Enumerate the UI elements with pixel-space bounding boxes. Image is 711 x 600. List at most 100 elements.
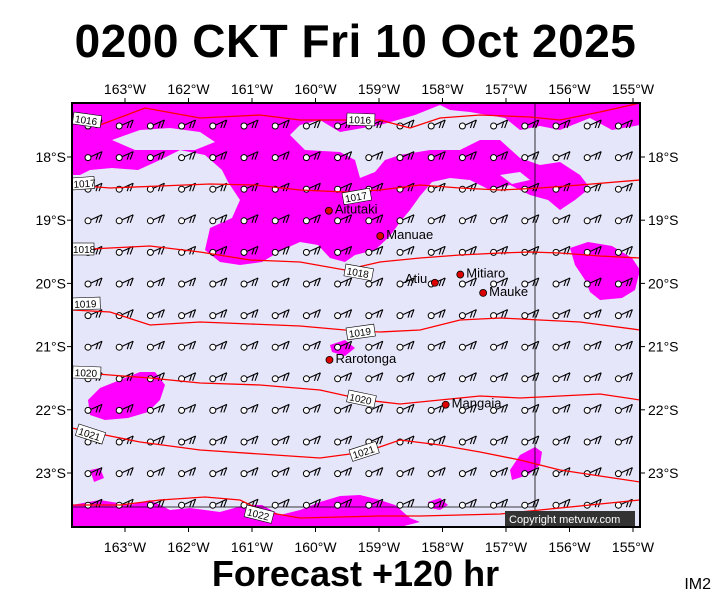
wind-barb [302,309,321,320]
wind-barb [84,340,103,351]
lat-label-right: 22°S [648,402,679,418]
place-mitiaro: Mitiaro [456,266,505,281]
wind-barb [614,340,633,351]
wind-barb [84,309,103,320]
lon-label-bottom: 158°W [421,539,464,555]
wind-barb [115,467,134,478]
wind-barb [365,245,384,256]
wind-barb [240,119,259,130]
wind-barb [146,309,165,320]
wind-barb [396,151,415,162]
wind-barb [490,435,509,446]
wind-barb [146,467,165,478]
wind-barb [271,119,290,130]
place-atiu: Atiu [405,271,439,287]
wind-barb [521,498,540,509]
lat-label-left: 22°S [35,402,66,418]
place-label: Mitiaro [466,266,505,281]
wind-barb [396,403,415,414]
wind-barb [458,403,477,414]
wind-barb [240,309,259,320]
lon-label-bottom: 162°W [167,539,210,555]
place-markers: Aitutaki Manuae Mitiaro Atiu Mauke Rarotonga M… [324,202,528,411]
place-label: Rarotonga [335,351,396,366]
wind-barb [552,340,571,351]
wind-barb [521,403,540,414]
wind-barb [146,119,165,130]
place-label: Aitutaki [335,202,378,217]
wind-barb [334,245,353,256]
wind-barb [458,340,477,351]
latitude-labels-right: 18°S 19°S 20°S 21°S 22°S 23°S [648,149,679,481]
place-label: Mauke [489,284,528,299]
lon-label-top: 163°W [104,81,147,97]
wind-barb [146,214,165,225]
wind-barb [614,403,633,414]
wind-barb [240,277,259,288]
rain-region-west [88,372,165,420]
isobar-1022 [72,496,641,519]
wind-barb [583,119,602,130]
wind-barb [209,214,228,225]
wind-barb [552,309,571,320]
lon-label-bottom: 161°W [231,539,274,555]
wind-barb [552,372,571,383]
wind-barb [271,309,290,320]
wind-barb [521,467,540,478]
wind-barb [209,498,228,509]
wind-barb [84,151,103,162]
wind-barb [240,340,259,351]
wind-barb [271,467,290,478]
isobar-label: 1016 [349,115,372,127]
wind-barb [614,182,633,193]
wind-barb [271,151,290,162]
wind-barb [209,403,228,414]
lat-label-left: 23°S [35,465,66,481]
rain-gap-3 [500,172,530,184]
lat-label-left: 19°S [35,212,66,228]
wind-barb [240,214,259,225]
wind-barb [427,119,446,130]
isobars [71,102,641,519]
wind-barb [458,435,477,446]
wind-barb [209,119,228,130]
wind-barb [240,435,259,446]
wind-barb [583,372,602,383]
wind-barb [115,119,134,130]
isobar-label: 1022 [246,507,271,523]
wind-barb [209,340,228,351]
wind-barb [271,245,290,256]
wind-barb [583,182,602,193]
wind-barb [583,214,602,225]
wind-barb [490,340,509,351]
wind-barb [552,214,571,225]
wind-barb [458,214,477,225]
wind-barb [396,309,415,320]
wind-barb [271,403,290,414]
wind-barb [458,119,477,130]
place-marker [430,278,439,287]
wind-barb [302,498,321,509]
wind-barb [583,340,602,351]
wind-barb [583,309,602,320]
wind-barb [334,403,353,414]
wind-barb [521,372,540,383]
wind-barb [521,151,540,162]
wind-barb [396,498,415,509]
wind-barb [271,498,290,509]
wind-barb [178,498,197,509]
place-label: Mangaia [452,396,503,411]
wind-barb [115,151,134,162]
wind-barb [365,309,384,320]
wind-barb [396,340,415,351]
wind-barb [84,214,103,225]
wind-barb [240,372,259,383]
place-marker [324,206,333,215]
wind-barb [552,277,571,288]
wind-barb [490,277,509,288]
wind-barb [614,119,633,130]
place-marker [376,232,385,240]
wind-barb [427,340,446,351]
isobar-1016 [71,102,641,129]
wind-barb [365,372,384,383]
